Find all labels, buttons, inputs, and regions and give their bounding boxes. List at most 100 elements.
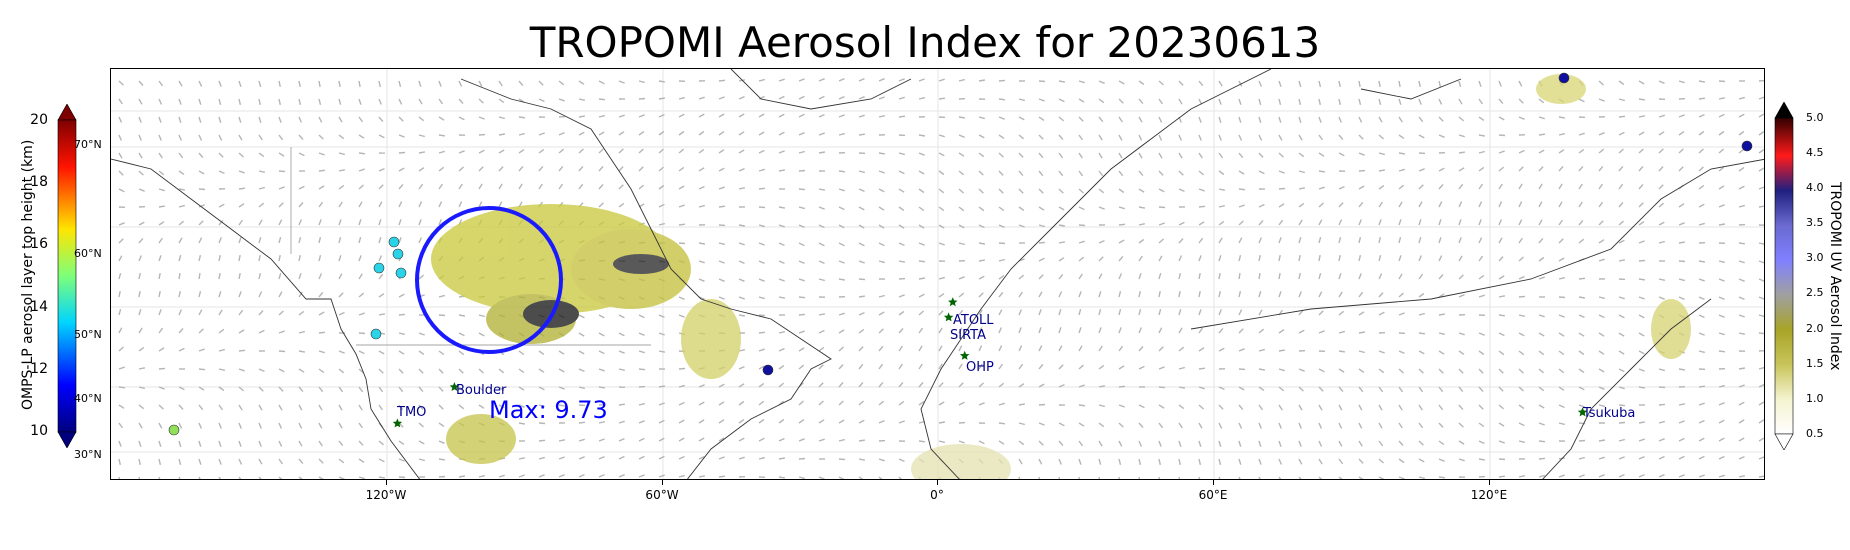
wind-arrow [1618, 296, 1625, 300]
wind-arrow [1038, 80, 1046, 83]
wind-arrow [1538, 166, 1544, 172]
wind-arrow [1698, 402, 1705, 406]
wind-arrow [538, 183, 543, 190]
station-label-sirta: SIRTA [950, 328, 986, 343]
wind-arrow [1258, 476, 1261, 479]
wind-arrow [798, 78, 805, 82]
wind-arrow [238, 349, 246, 352]
wind-arrow [118, 255, 123, 262]
wind-arrow [1418, 98, 1422, 105]
wind-arrow [278, 273, 282, 280]
xtick-mark [1213, 480, 1214, 485]
wind-arrow [598, 350, 605, 355]
wind-arrow [1758, 242, 1764, 245]
wind-arrow [1218, 116, 1222, 123]
wind-arrow [1698, 314, 1705, 319]
wind-arrow [1198, 188, 1205, 192]
wind-arrow [858, 328, 865, 334]
wind-arrow [978, 206, 985, 212]
wind-arrow [938, 206, 945, 212]
wind-arrow [1078, 309, 1082, 316]
wind-arrow [1578, 219, 1584, 226]
wind-arrow [1138, 134, 1143, 141]
wind-arrow [1618, 202, 1624, 208]
wind-arrow [858, 419, 865, 424]
wind-arrow [1638, 166, 1644, 172]
xtick-label: 60°E [1198, 488, 1228, 502]
wind-arrow [1498, 183, 1503, 190]
wind-arrow [1138, 238, 1145, 244]
wind-arrow [598, 332, 605, 337]
wind-arrow [1378, 311, 1385, 316]
wind-arrow [698, 185, 705, 190]
wind-arrow [818, 438, 825, 442]
wind-arrow [618, 332, 625, 337]
wind-arrow [1338, 185, 1345, 190]
wind-arrow [458, 201, 463, 208]
wind-arrow [1758, 278, 1764, 282]
wind-arrow [698, 437, 705, 442]
right-colorbar-tick: 4.0 [1806, 181, 1824, 194]
wind-arrow [738, 314, 746, 317]
wind-arrow [1678, 203, 1685, 208]
wind-arrow [1578, 474, 1585, 478]
wind-arrow [358, 80, 361, 88]
wind-arrow [1078, 345, 1083, 352]
wind-arrow [918, 242, 925, 246]
wind-arrow [1418, 184, 1424, 190]
wind-arrow [378, 134, 385, 139]
wind-arrow [1078, 422, 1085, 427]
wind-arrow [1438, 293, 1445, 298]
wind-arrow [1498, 219, 1503, 226]
wind-arrow [778, 476, 786, 479]
right-colorbar-tick: 1.0 [1806, 392, 1824, 405]
wind-arrow [1458, 404, 1464, 411]
wind-arrow [1538, 368, 1544, 374]
wind-arrow [1138, 170, 1144, 177]
wind-arrow [1518, 275, 1525, 280]
wind-arrow [818, 206, 825, 210]
wind-arrow [798, 132, 805, 136]
wind-arrow [1178, 80, 1184, 86]
wind-arrow [1738, 148, 1745, 154]
wind-arrow [1618, 404, 1626, 407]
wind-arrow [1658, 221, 1665, 226]
wind-arrow [918, 363, 923, 370]
wind-arrow [1498, 314, 1505, 317]
wind-arrow [1258, 458, 1262, 465]
wind-arrow [338, 386, 344, 393]
wind-arrow [1658, 386, 1666, 389]
wind-arrow [1218, 386, 1225, 391]
wind-arrow [178, 188, 186, 191]
wind-arrow [118, 386, 125, 389]
wind-arrow [238, 440, 242, 447]
wind-arrow [378, 313, 386, 316]
wind-arrow [178, 204, 185, 208]
wind-arrow [1538, 149, 1545, 154]
wind-arrow [1498, 475, 1505, 478]
wind-arrow [1538, 237, 1544, 244]
wind-arrow [1378, 219, 1382, 226]
wind-arrow [398, 440, 405, 445]
wind-arrow [1218, 170, 1225, 176]
wind-arrow [278, 134, 284, 141]
wind-arrow [258, 237, 262, 244]
wind-arrow [618, 184, 624, 190]
wind-arrow [1058, 170, 1064, 177]
wind-arrow [1298, 170, 1305, 174]
wind-arrow [158, 221, 165, 226]
wind-arrow [1058, 152, 1064, 159]
wind-arrow [1138, 327, 1143, 334]
wind-arrow [1198, 458, 1202, 465]
wind-arrow [1098, 385, 1106, 388]
wind-arrow [878, 311, 885, 316]
wind-arrow [998, 309, 1003, 316]
wind-arrow [458, 404, 465, 410]
wind-arrow [358, 350, 365, 355]
wind-arrow [838, 438, 845, 442]
wind-arrow [658, 385, 666, 388]
wind-arrow [698, 278, 705, 282]
wind-arrow [438, 80, 442, 87]
wind-arrow [1398, 134, 1405, 139]
wind-arrow [1198, 290, 1201, 298]
